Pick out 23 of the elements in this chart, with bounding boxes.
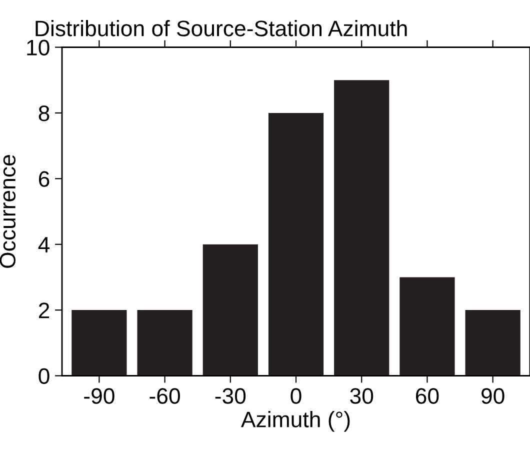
y-tick-label: 0 (38, 368, 50, 384)
y-tick-label: 10 (27, 40, 50, 56)
bar (72, 310, 127, 376)
x-tick-label: 90 (482, 388, 504, 404)
x-tick-label: -30 (215, 388, 246, 404)
y-tick-label: 8 (38, 105, 50, 122)
y-axis-title: Occurrence (0, 155, 16, 268)
x-tick-label: 0 (290, 388, 302, 404)
bar (137, 310, 192, 376)
y-tick-label: 6 (38, 171, 50, 187)
bar (202, 244, 258, 376)
x-tick-label: 30 (350, 388, 374, 404)
chart-title: Distribution of Source-Station Azimuth (36, 20, 407, 36)
x-axis-title: Azimuth (°) (240, 411, 350, 432)
x-tick-label: 60 (416, 388, 439, 404)
bar (465, 310, 520, 376)
y-tick-label: 4 (38, 237, 50, 252)
bar (400, 277, 455, 376)
bar (268, 112, 324, 376)
x-tick-label: -90 (84, 388, 114, 404)
x-tick-label: -60 (150, 388, 180, 404)
y-tick-label: 2 (38, 302, 50, 318)
bar (334, 80, 390, 376)
